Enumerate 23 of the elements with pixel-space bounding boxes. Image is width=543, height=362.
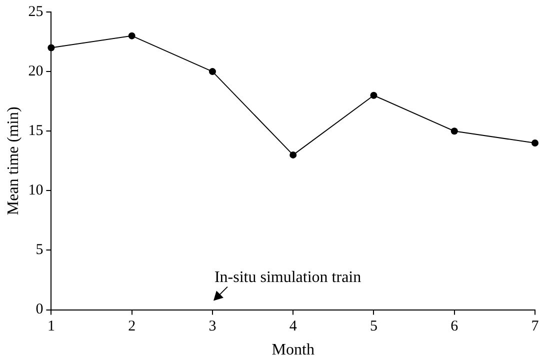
y-tick-label: 5: [36, 242, 44, 258]
y-axis-title: Mean time (min): [4, 106, 22, 216]
point: [290, 151, 297, 158]
x-tick-label: 6: [450, 318, 459, 335]
x-tick-label: 3: [208, 318, 216, 335]
point: [450, 128, 458, 135]
point: [48, 44, 55, 52]
y-tick-label: 15: [28, 123, 44, 140]
point: [532, 140, 538, 147]
point: [128, 32, 136, 40]
x-tick-label: 7: [531, 318, 540, 335]
x-tick-label: 2: [128, 318, 136, 335]
x-tick-label: 5: [370, 318, 378, 335]
point: [370, 92, 378, 99]
y-tick-label: 20: [28, 63, 44, 80]
x-tick-label: 1: [47, 318, 55, 335]
annotation: In-situ simulation train: [214, 268, 362, 286]
point: [208, 68, 216, 76]
y-tick-label: 0: [36, 302, 44, 318]
y-tick-label: 10: [28, 182, 44, 199]
y-tick-label: 25: [28, 4, 44, 20]
x-tick-label: 4: [289, 318, 298, 335]
x-axis-title: Month: [272, 342, 314, 359]
